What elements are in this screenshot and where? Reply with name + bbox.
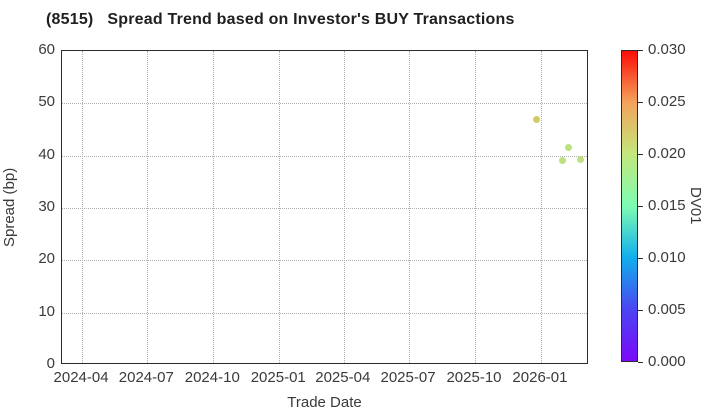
colorbar [621,50,638,362]
x-gridline [474,51,476,363]
y-tick-label: 10 [38,302,55,320]
y-gridline [62,208,587,209]
y-tick-label: 50 [38,93,55,111]
x-tick-label: 2025-01 [250,369,306,386]
x-gridline [213,51,215,363]
colorbar-tick [638,102,643,103]
y-tick-label: 60 [38,41,55,58]
x-tick-label: 2025-10 [446,369,502,386]
colorbar-tick-label: 0.000 [648,353,686,370]
colorbar-tick-label: 0.015 [648,197,686,214]
colorbar-tick [638,206,643,207]
x-axis-label: Trade Date [287,394,362,411]
colorbar-tick [638,258,643,259]
plot-area [61,50,588,364]
y-gridline [62,155,587,157]
x-tick-label: 2024-07 [118,369,174,386]
x-tick-label: 2025-04 [315,369,371,386]
scatter-point [533,115,541,123]
colorbar-tick [638,310,643,311]
y-gridline [62,260,587,262]
x-tick-label: 2024-10 [184,369,240,386]
x-gridline [343,51,345,363]
colorbar-tick [638,362,643,363]
y-tick-label: 30 [38,198,55,215]
x-tick-label: 2026-01 [512,369,568,386]
y-gridline [62,103,587,105]
colorbar-tick-label: 0.010 [648,249,686,266]
scatter-point [558,157,566,165]
colorbar-tick-label: 0.005 [648,301,686,318]
scatter-point [576,156,584,164]
y-tick-label: 0 [46,355,55,372]
x-gridline [147,51,149,363]
x-tick-label: 2025-07 [380,369,436,386]
colorbar-tick-label: 0.025 [648,93,686,110]
colorbar-tick [638,154,643,155]
colorbar-tick-label: 0.020 [648,145,686,162]
y-gridline [62,312,587,314]
x-tick-label: 2024-04 [53,369,109,386]
colorbar-label: DV01 [687,187,704,225]
x-gridline [279,51,281,363]
chart-title: (8515) Spread Trend based on Investor's … [46,11,515,28]
x-gridline [82,51,84,363]
y-tick-label: 40 [38,145,55,163]
colorbar-tick [638,50,643,51]
colorbar-tick-label: 0.030 [648,41,686,58]
y-tick-label: 20 [38,250,55,268]
x-gridline [409,51,411,363]
scatter-point [564,143,572,151]
x-gridline [540,51,542,363]
